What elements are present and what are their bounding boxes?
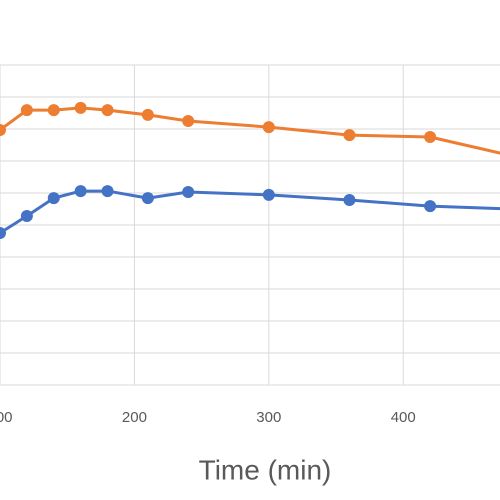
data-point: [47, 192, 60, 205]
data-point: [262, 188, 275, 201]
data-point: [424, 131, 437, 143]
data-point: [141, 192, 154, 205]
x-tick-label: 300: [256, 409, 281, 426]
data-point: [101, 185, 114, 198]
data-point: [74, 185, 87, 198]
x-tick-label: 200: [122, 409, 147, 426]
data-point: [182, 186, 195, 199]
data-point: [0, 123, 6, 136]
data-point: [262, 121, 275, 134]
data-point: [74, 101, 87, 114]
data-point: [141, 108, 154, 121]
labels: 100 200 300 400: [0, 409, 416, 426]
x-tick-label: 400: [391, 409, 416, 426]
data-point: [424, 200, 437, 213]
data-point: [343, 129, 356, 142]
data-point: [182, 115, 195, 127]
series-group: [0, 101, 500, 239]
data-point: [343, 194, 356, 207]
data-point: [20, 210, 33, 223]
data-point: [47, 104, 60, 117]
x-axis-title: Time (min): [199, 454, 332, 485]
grid: [0, 64, 500, 386]
series-line: [0, 189, 500, 235]
data-point: [20, 104, 33, 117]
series-line: [0, 106, 500, 155]
data-point: [101, 104, 114, 117]
x-tick-label: 100: [0, 409, 13, 426]
data-point: [0, 227, 6, 239]
